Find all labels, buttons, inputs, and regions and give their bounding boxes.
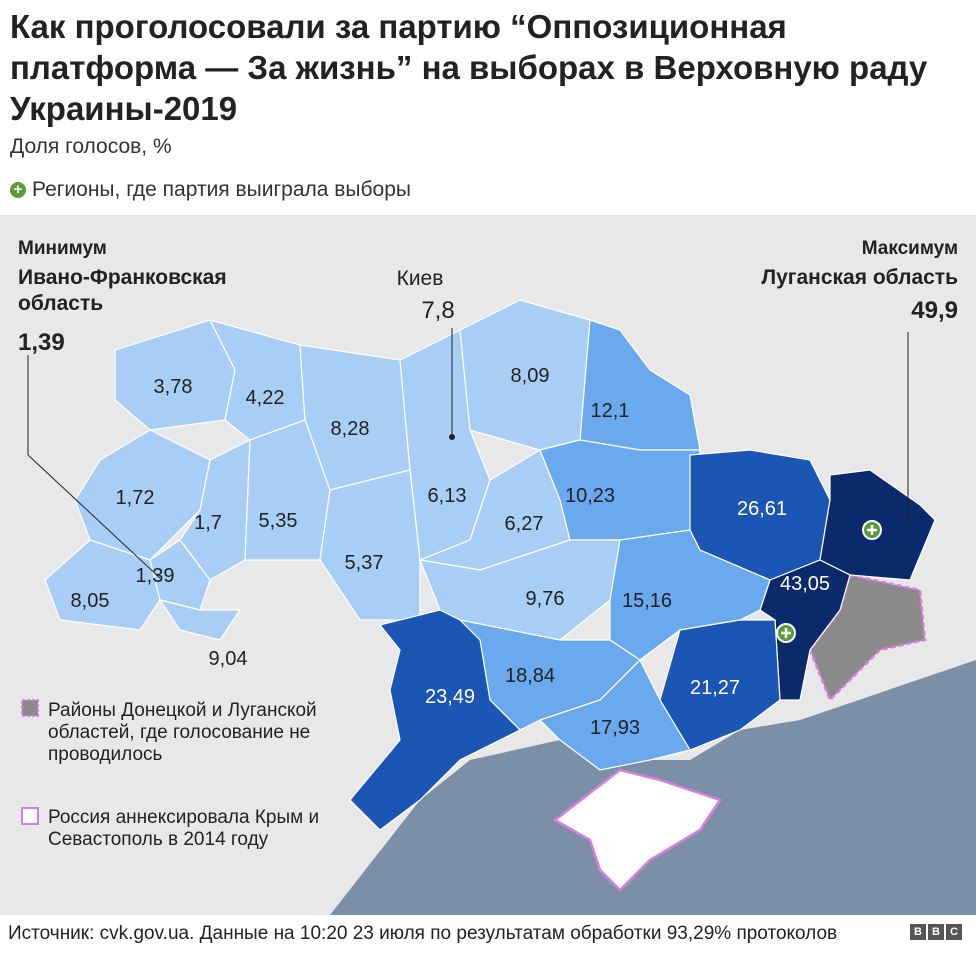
kyiv-label: Киев xyxy=(397,267,444,290)
win-legend-text: Регионы, где партия выиграла выборы xyxy=(32,178,411,201)
region-label: 43,05 xyxy=(780,573,830,595)
region xyxy=(74,429,211,561)
logo-letter: B xyxy=(928,924,944,940)
max-region: Луганская область xyxy=(761,266,958,289)
region-label: 17,93 xyxy=(590,717,640,739)
region-label: 8,05 xyxy=(71,590,110,612)
region xyxy=(349,609,522,831)
leader-line xyxy=(27,454,161,579)
win-marker-cross xyxy=(867,525,877,535)
region-label: 5,35 xyxy=(259,510,298,532)
logo-letter: B xyxy=(910,924,926,940)
title: Как проголосовали за партию “Оппозиционн… xyxy=(10,8,928,127)
not-held-area xyxy=(808,573,927,703)
kyiv-value: 7,8 xyxy=(421,297,454,324)
region xyxy=(759,559,851,701)
region-label: 12,1 xyxy=(591,400,630,422)
map: 3,78 4,22 8,28 6,13 8,09 12,1 1,72 1,7 5,35 5,37 6… xyxy=(0,215,976,915)
legend-not-held: Районы Донецкой и Луганской областей, гд… xyxy=(48,700,317,765)
min-label: Минимум xyxy=(18,238,107,259)
min-region: Ивано-Франковская область xyxy=(18,266,227,315)
logo-letter: C xyxy=(946,924,962,940)
region-label: 1,39 xyxy=(136,565,175,587)
legend-swatch xyxy=(21,807,39,825)
region-label: 8,28 xyxy=(331,418,370,440)
crimea xyxy=(552,768,722,892)
subtitle: Доля голосов, % xyxy=(10,135,172,158)
legend-crimea: Россия аннексировала Крым и Севастополь … xyxy=(48,807,320,850)
region-label: 8,09 xyxy=(511,365,550,387)
legend-swatch xyxy=(21,699,39,717)
region-label: 15,16 xyxy=(622,590,672,612)
max-value: 49,9 xyxy=(911,297,958,324)
win-legend: + Регионы, где партия выиграла выборы xyxy=(10,178,411,202)
region-label: 6,27 xyxy=(505,513,544,535)
region-label: 3,78 xyxy=(154,376,193,398)
region-label: 21,27 xyxy=(690,677,740,699)
min-value: 1,39 xyxy=(18,329,65,356)
region-label: 1,72 xyxy=(116,487,155,509)
max-label: Максимум xyxy=(862,238,958,259)
region-label: 6,13 xyxy=(428,485,467,507)
region-label: 10,23 xyxy=(565,485,615,507)
region-label: 5,37 xyxy=(345,552,384,574)
region-label: 9,76 xyxy=(526,588,565,610)
win-marker-cross xyxy=(781,628,791,638)
kyiv-dot xyxy=(449,434,455,440)
region-label: 18,84 xyxy=(505,665,555,687)
footer-source: Источник: cvk.gov.ua. Данные на 10:20 23… xyxy=(8,923,838,944)
region-label: 26,61 xyxy=(737,498,787,520)
region-label: 1,7 xyxy=(194,512,222,534)
region-label: 23,49 xyxy=(425,686,475,708)
region xyxy=(158,599,242,641)
region-label: 4,22 xyxy=(246,387,285,409)
region xyxy=(538,658,691,771)
region-label: 9,04 xyxy=(209,648,248,670)
